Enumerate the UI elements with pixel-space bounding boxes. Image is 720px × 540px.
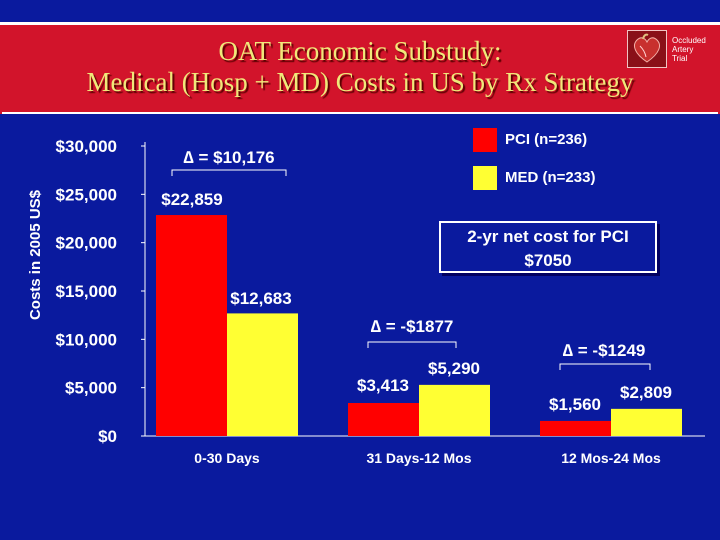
delta-bracket: [171, 169, 287, 176]
banner-border: [2, 22, 718, 114]
legend-label: MED (n=233): [505, 169, 595, 186]
y-tick-label: $10,000: [56, 330, 117, 349]
logo-caption: Occluded Artery Trial: [672, 36, 720, 63]
bar-pci: [540, 420, 611, 436]
x-tick-label: 12 Mos-24 Mos: [561, 450, 661, 466]
legend-label: PCI (n=236): [505, 131, 587, 148]
annotation-line-1: 2-yr net cost for PCI: [467, 227, 629, 246]
y-tick-label: $5,000: [65, 379, 117, 398]
data-label: $2,809: [620, 383, 672, 402]
delta-bracket: [559, 363, 651, 370]
net-cost-annotation: 2-yr net cost for PCI $7050: [439, 221, 657, 273]
delta-label: ∆ = -$1877: [371, 317, 454, 336]
delta-bracket: [367, 341, 457, 348]
y-tick-label: $0: [98, 427, 117, 446]
delta-label: ∆ = -$1249: [563, 341, 646, 360]
x-tick-label: 31 Days-12 Mos: [366, 450, 471, 466]
y-axis-title: Costs in 2005 US$: [27, 189, 44, 320]
y-tick-label: $30,000: [56, 137, 117, 156]
title-line-1: OAT Economic Substudy:: [218, 36, 502, 66]
data-label: $3,413: [357, 376, 409, 395]
bar-med: [419, 384, 490, 436]
legend-swatch-pci: [473, 128, 497, 152]
data-label: $1,560: [549, 395, 601, 414]
x-tick-label: 0-30 Days: [194, 450, 260, 466]
bar-med: [227, 313, 298, 436]
legend-swatch-med: [473, 166, 497, 190]
y-tick-label: $20,000: [56, 234, 117, 253]
data-label: $22,859: [161, 190, 222, 209]
delta-label: ∆ = $10,176: [183, 148, 274, 167]
title-banner: [0, 22, 720, 114]
title-line-2: Medical (Hosp + MD) Costs in US by Rx St…: [86, 67, 634, 97]
logo-line-3: Trial: [672, 54, 688, 63]
data-label: $12,683: [230, 289, 291, 308]
slide-title: OAT Economic Substudy: Medical (Hosp + M…: [0, 36, 720, 98]
bar-pci: [348, 403, 419, 436]
bar-pci: [156, 215, 227, 436]
bar-med: [611, 408, 682, 436]
y-tick-label: $15,000: [56, 282, 117, 301]
y-tick-label: $25,000: [56, 185, 117, 204]
logo-line-1: Occluded: [672, 36, 706, 45]
logo-line-2: Artery: [672, 45, 694, 54]
annotation-line-2: $7050: [524, 251, 572, 270]
data-label: $5,290: [428, 359, 480, 378]
heart-icon: [627, 30, 667, 68]
